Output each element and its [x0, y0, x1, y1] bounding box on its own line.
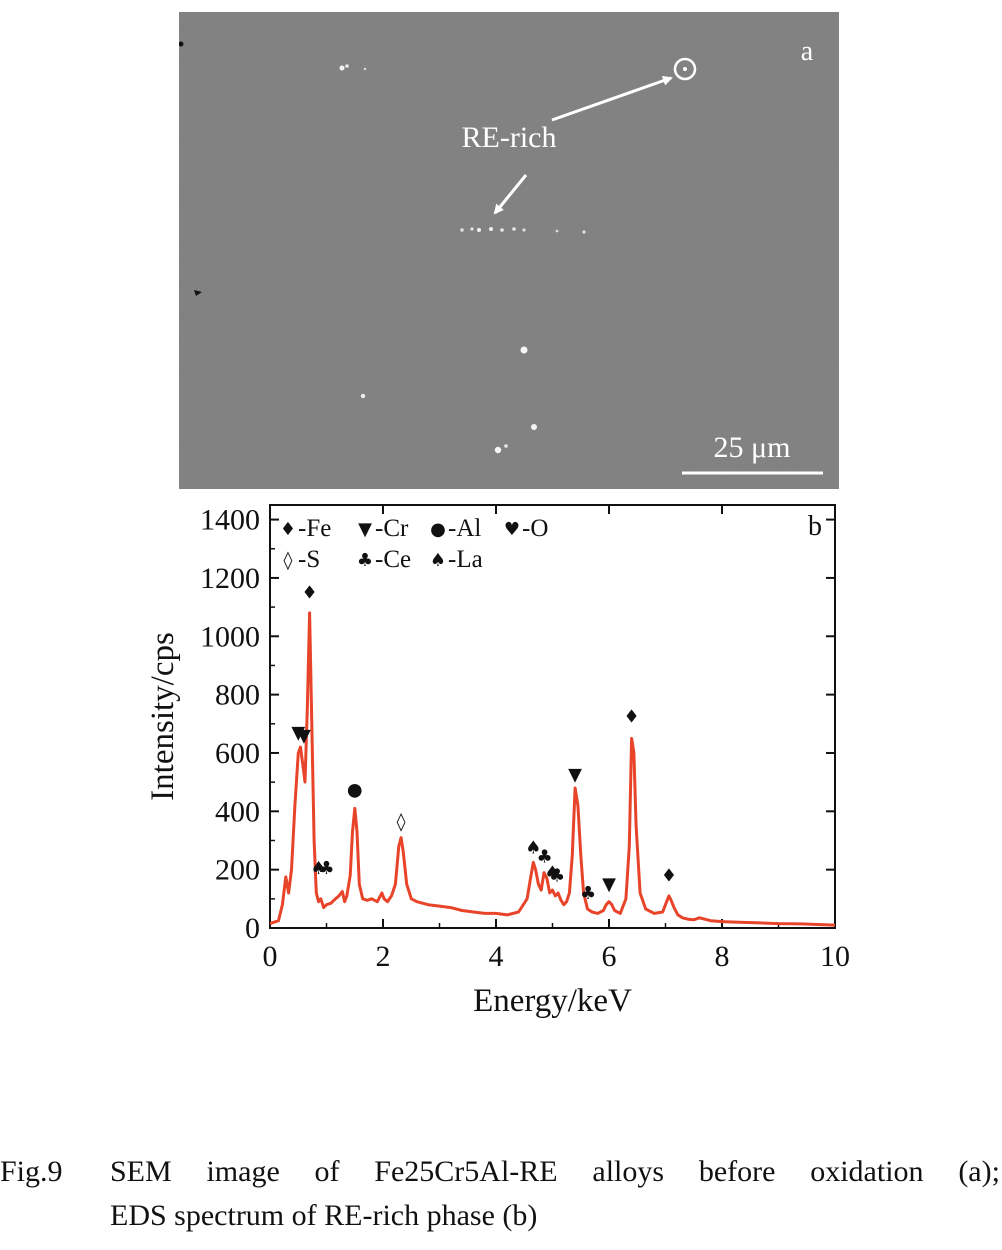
caption-word: Fe25Cr5Al-RE — [374, 1155, 558, 1188]
panel-a-label: a — [801, 36, 814, 67]
legend-symbol: ● — [430, 519, 446, 540]
annotation-arrow-lower — [493, 174, 528, 215]
peak-markers: ♦▼▼♠♣●◊♠♣♠♣▼♣ ▼♦♦ — [291, 582, 677, 903]
legend-label: -Ce — [375, 546, 411, 573]
peak-marker: ▼ — [568, 765, 582, 786]
peak-marker: ♠ — [544, 862, 560, 883]
legend-label: -O — [522, 515, 548, 542]
y-tick-label: 200 — [215, 854, 260, 887]
y-tick-label: 1400 — [200, 504, 260, 537]
peak-marker: ● — [347, 779, 363, 800]
x-tick-label: 10 — [820, 940, 850, 973]
particle-highlight-circle — [673, 57, 697, 81]
peak-marker: ♠ — [525, 838, 541, 859]
x-tick-label: 8 — [715, 940, 730, 973]
caption-word: oxidation — [810, 1155, 924, 1188]
y-tick-label: 600 — [215, 737, 260, 770]
peak-marker: ♠ — [311, 858, 327, 879]
spectrum-line — [269, 611, 836, 927]
legend-symbol: ▼ — [358, 519, 372, 540]
x-tick-label: 0 — [263, 940, 278, 973]
annotation-arrow-upper — [551, 75, 673, 122]
y-tick-label: 0 — [245, 912, 260, 945]
peak-marker: ♣ — [537, 846, 553, 867]
peak-marker: ♣ — [318, 858, 334, 879]
x-tick-label: 4 — [489, 940, 504, 973]
legend-symbol: ♥ — [504, 519, 520, 540]
x-tick-label: 6 — [602, 940, 617, 973]
legend-symbol: ♣ — [357, 550, 373, 571]
caption-number: Fig.9 — [0, 1155, 63, 1188]
y-tick-label: 400 — [215, 795, 260, 828]
peak-marker: ◊ — [397, 811, 406, 832]
caption-word: SEM — [110, 1155, 172, 1188]
caption-word: alloys — [592, 1155, 665, 1188]
peak-marker: ▼ — [602, 874, 616, 895]
re-rich-annotation: RE-rich — [462, 121, 557, 154]
figure-caption: Fig.9 SEM image of Fe25Cr5Al-RE alloys before… — [0, 1150, 1002, 1238]
sem-image: RE-rich a 25 μm — [179, 12, 839, 489]
x-axis-title: Energy/keV — [473, 983, 632, 1019]
legend-symbol: ◊ — [284, 550, 293, 571]
peak-marker: ▼ — [291, 722, 305, 743]
re-rich-particles — [179, 41, 687, 454]
caption-line-2: EDS spectrum of RE-rich phase (b) — [110, 1199, 538, 1232]
legend-label: -La — [448, 546, 483, 573]
scale-bar-label: 25 μm — [714, 431, 791, 464]
caption-word: before — [698, 1155, 776, 1188]
chart-axes: 0 2 4 6 8 10 0 200 400 600 800 1000 1200 1400 Energy/k… — [145, 504, 850, 1019]
legend-label: -Cr — [375, 515, 409, 542]
legend-label: -Fe — [298, 515, 331, 542]
legend-symbol: ♠ — [430, 550, 446, 571]
y-axis-title: Intensity/cps — [145, 632, 181, 801]
peak-marker: ♣ — [580, 883, 596, 904]
peak-marker: ♣ — [549, 865, 565, 886]
peak-marker: ♦ — [661, 865, 677, 886]
peak-marker: ♦ — [624, 706, 640, 727]
peak-marker: ▼ — [297, 725, 311, 746]
chart-legend: ♦ -Fe ▼ -Cr ● -Al ♥ -O ◊ -S ♣ -Ce ♠ -La — [280, 515, 548, 573]
y-tick-label: 800 — [215, 679, 260, 712]
caption-word: image — [206, 1155, 280, 1188]
y-tick-label: 1200 — [200, 562, 260, 595]
caption-word: (a); — [958, 1155, 1000, 1188]
caption-line-1: SEM image of Fe25Cr5Al-RE alloys before oxidat… — [110, 1150, 1002, 1194]
caption-word: of — [314, 1155, 340, 1188]
eds-chart: 0 2 4 6 8 10 0 200 400 600 800 1000 1200 1400 Energy/k… — [145, 504, 850, 1019]
x-tick-label: 2 — [376, 940, 391, 973]
peak-marker: ♦ — [301, 582, 317, 603]
y-tick-label: 1000 — [200, 620, 260, 653]
legend-symbol: ♦ — [280, 519, 296, 540]
sem-noise — [179, 12, 839, 489]
spectrum-layer — [269, 611, 836, 927]
legend-label: -Al — [448, 515, 481, 542]
panel-b-label: b — [808, 511, 822, 542]
legend-label: -S — [298, 546, 320, 573]
